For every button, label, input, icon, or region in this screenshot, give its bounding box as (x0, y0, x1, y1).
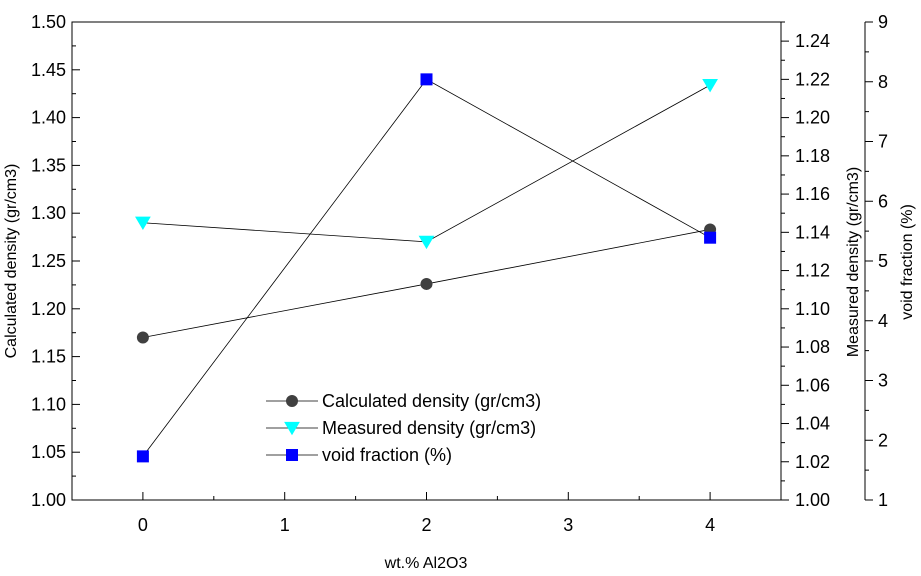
series-3 (136, 73, 717, 463)
y-left-tick-label: 1.05 (31, 442, 66, 462)
x-axis-label: wt.% Al2O3 (384, 555, 468, 572)
data-point (420, 73, 433, 86)
y-right1-tick-label: 1.02 (795, 452, 830, 472)
y-left-tick-label: 1.35 (31, 155, 66, 175)
x-tick-label: 0 (138, 515, 148, 535)
y-right1-tick-label: 1.22 (795, 69, 830, 89)
legend-entry: void fraction (%) (266, 445, 452, 465)
y-right2-tick-label: 4 (878, 311, 888, 331)
data-point (420, 277, 433, 290)
y-left-tick-label: 1.40 (31, 108, 66, 128)
y-right1-tick-label: 1.12 (795, 261, 830, 281)
y-right2-tick-label: 5 (878, 251, 888, 271)
x-tick-label: 2 (421, 515, 431, 535)
series (135, 73, 718, 463)
y-right1-tick-label: 1.16 (795, 184, 830, 204)
y-right1-tick-label: 1.04 (795, 414, 830, 434)
y-left-tick-label: 1.50 (31, 12, 66, 32)
y-right1-tick-label: 1.24 (795, 31, 830, 51)
data-point (136, 331, 149, 344)
y-right2-tick-label: 2 (878, 430, 888, 450)
legend: Calculated density (gr/cm3) Measured dens… (266, 391, 541, 465)
y-right1-tick-label: 1.10 (795, 299, 830, 319)
legend-label: void fraction (%) (322, 445, 452, 465)
data-point (135, 216, 151, 231)
data-point (418, 235, 435, 250)
y-left-tick-label: 1.20 (31, 299, 66, 319)
data-point (704, 231, 717, 244)
legend-entry: Calculated density (gr/cm3) (266, 391, 541, 411)
y-left-tick-label: 1.00 (31, 490, 66, 510)
y-axis-right2-label: void fraction (%) (899, 204, 916, 320)
y-left-tick-label: 1.25 (31, 251, 66, 271)
y-axis-right1-label: Measured density (gr/cm3) (845, 167, 862, 357)
series-1 (136, 223, 717, 344)
y-right1-tick-label: 1.08 (795, 337, 830, 357)
y-right2-tick-label: 3 (878, 371, 888, 391)
data-point (136, 450, 149, 463)
y-right1-tick-label: 1.18 (795, 146, 830, 166)
y-right1-tick-label: 1.00 (795, 490, 830, 510)
series-2 (135, 78, 718, 250)
y-left-tick-label: 1.30 (31, 203, 66, 223)
legend-marker (286, 395, 298, 407)
x-tick-label: 1 (280, 515, 290, 535)
y-right1-tick-label: 1.14 (795, 222, 830, 242)
y-right2-tick-label: 9 (878, 12, 888, 32)
legend-label: Calculated density (gr/cm3) (322, 391, 541, 411)
y-left-tick-label: 1.15 (31, 347, 66, 367)
y-right2-tick-label: 7 (878, 132, 888, 152)
series-line (142, 84, 711, 243)
data-point (702, 78, 718, 93)
y-right1-tick-label: 1.20 (795, 108, 830, 128)
axes: 0 1 2 3 4 1.00 1.05 1.10 1.15 1.20 1.25 1.30 1.35 1.4… (31, 12, 888, 535)
y-right2-tick-label: 1 (878, 490, 888, 510)
x-tick-label: 3 (563, 515, 573, 535)
y-right2-tick-label: 8 (878, 72, 888, 92)
legend-entry: Measured density (gr/cm3) (266, 418, 536, 438)
y-right2-tick-label: 6 (878, 191, 888, 211)
y-axis-left-label: Calculated density (gr/cm3) (3, 164, 20, 359)
y-right1-tick-label: 1.06 (795, 375, 830, 395)
y-left-tick-label: 1.45 (31, 60, 66, 80)
legend-label: Measured density (gr/cm3) (322, 418, 536, 438)
legend-marker (284, 421, 300, 436)
x-tick-label: 4 (705, 515, 715, 535)
legend-marker (286, 449, 298, 461)
y-left-tick-label: 1.10 (31, 394, 66, 414)
